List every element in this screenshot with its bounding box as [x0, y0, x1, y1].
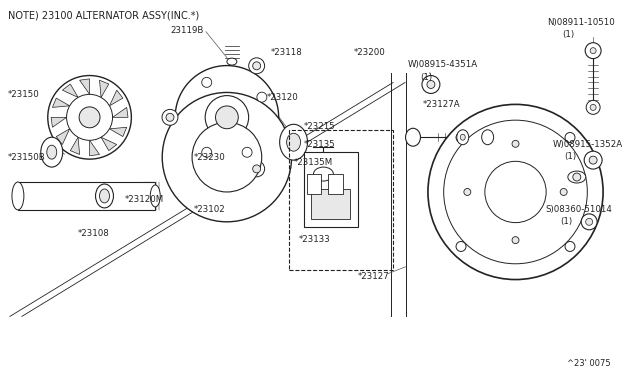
Text: (1): (1): [564, 152, 577, 161]
Bar: [307, 174, 321, 194]
Text: *23127A: *23127A: [423, 100, 461, 109]
Circle shape: [456, 241, 466, 251]
Circle shape: [249, 58, 264, 74]
Circle shape: [581, 214, 597, 230]
Text: *23133: *23133: [298, 235, 330, 244]
Circle shape: [67, 94, 113, 140]
Ellipse shape: [227, 58, 237, 65]
Text: *23150B: *23150B: [8, 153, 45, 162]
Text: W)08915-4351A: W)08915-4351A: [408, 60, 478, 69]
Ellipse shape: [482, 130, 493, 145]
Circle shape: [48, 76, 131, 159]
Ellipse shape: [287, 133, 301, 151]
Polygon shape: [79, 79, 90, 94]
Bar: [310, 189, 350, 219]
Circle shape: [422, 76, 440, 93]
Ellipse shape: [150, 185, 160, 207]
Circle shape: [456, 132, 466, 142]
Bar: [289, 130, 393, 270]
Ellipse shape: [314, 167, 333, 181]
Circle shape: [565, 132, 575, 142]
Polygon shape: [51, 117, 67, 127]
Text: *23135: *23135: [303, 140, 335, 149]
Bar: [303, 152, 358, 227]
Ellipse shape: [47, 145, 57, 159]
Polygon shape: [90, 140, 100, 156]
Text: W)08915-1352A: W)08915-1352A: [552, 140, 623, 149]
Text: *23200: *23200: [353, 48, 385, 57]
Text: *23118: *23118: [271, 48, 303, 57]
Polygon shape: [52, 98, 70, 108]
Text: *23135M: *23135M: [294, 158, 333, 167]
Text: 23119B: 23119B: [171, 26, 204, 35]
Circle shape: [249, 161, 264, 177]
Polygon shape: [56, 129, 70, 145]
Ellipse shape: [406, 128, 420, 146]
Text: ^23' 0075: ^23' 0075: [567, 359, 611, 368]
Ellipse shape: [12, 182, 24, 210]
Circle shape: [464, 189, 471, 195]
Text: *23120M: *23120M: [124, 195, 164, 205]
Text: (1): (1): [420, 73, 432, 82]
Ellipse shape: [95, 184, 113, 208]
Circle shape: [427, 80, 435, 89]
Text: *23102: *23102: [194, 205, 226, 214]
Polygon shape: [101, 137, 116, 151]
Circle shape: [586, 100, 600, 114]
Circle shape: [79, 107, 100, 128]
Text: (1): (1): [563, 30, 575, 39]
Bar: [328, 174, 343, 194]
Text: N)08911-10510: N)08911-10510: [547, 18, 615, 27]
Circle shape: [166, 113, 174, 121]
Circle shape: [428, 105, 603, 279]
Circle shape: [485, 161, 546, 222]
Text: *23127: *23127: [358, 272, 390, 281]
Circle shape: [205, 96, 248, 139]
Circle shape: [192, 122, 262, 192]
Text: *23230: *23230: [194, 153, 226, 162]
Circle shape: [162, 93, 292, 222]
Text: *23120: *23120: [267, 93, 298, 102]
Circle shape: [585, 43, 601, 59]
Circle shape: [162, 109, 178, 125]
Ellipse shape: [460, 134, 465, 140]
Text: *23150: *23150: [8, 90, 40, 99]
Ellipse shape: [457, 130, 468, 145]
Circle shape: [512, 237, 519, 244]
Polygon shape: [113, 108, 128, 117]
Polygon shape: [175, 65, 278, 169]
Text: *23108: *23108: [77, 229, 109, 238]
Text: NOTE) 23100 ALTERNATOR ASSY(INC.*): NOTE) 23100 ALTERNATOR ASSY(INC.*): [8, 11, 199, 21]
Circle shape: [253, 165, 260, 173]
Circle shape: [586, 218, 593, 225]
Polygon shape: [62, 84, 78, 97]
Ellipse shape: [568, 171, 586, 183]
Circle shape: [216, 106, 238, 129]
Circle shape: [202, 77, 212, 87]
Polygon shape: [109, 127, 127, 137]
Polygon shape: [70, 137, 79, 154]
Text: S)08360-51014: S)08360-51014: [545, 205, 612, 214]
Ellipse shape: [41, 137, 63, 167]
Circle shape: [590, 48, 596, 54]
Ellipse shape: [280, 124, 307, 160]
Circle shape: [590, 105, 596, 110]
Text: *23215: *23215: [303, 122, 335, 131]
Circle shape: [444, 120, 588, 264]
Circle shape: [565, 241, 575, 251]
Circle shape: [242, 147, 252, 157]
Polygon shape: [109, 90, 123, 106]
Circle shape: [202, 147, 212, 157]
Circle shape: [560, 189, 567, 195]
Circle shape: [573, 173, 580, 181]
Ellipse shape: [99, 189, 109, 203]
Circle shape: [512, 140, 519, 147]
Text: (1): (1): [560, 217, 572, 226]
Bar: [18, 182, 156, 210]
Circle shape: [589, 156, 597, 164]
Circle shape: [257, 92, 267, 102]
Polygon shape: [100, 80, 109, 97]
Circle shape: [584, 151, 602, 169]
Circle shape: [253, 62, 260, 70]
